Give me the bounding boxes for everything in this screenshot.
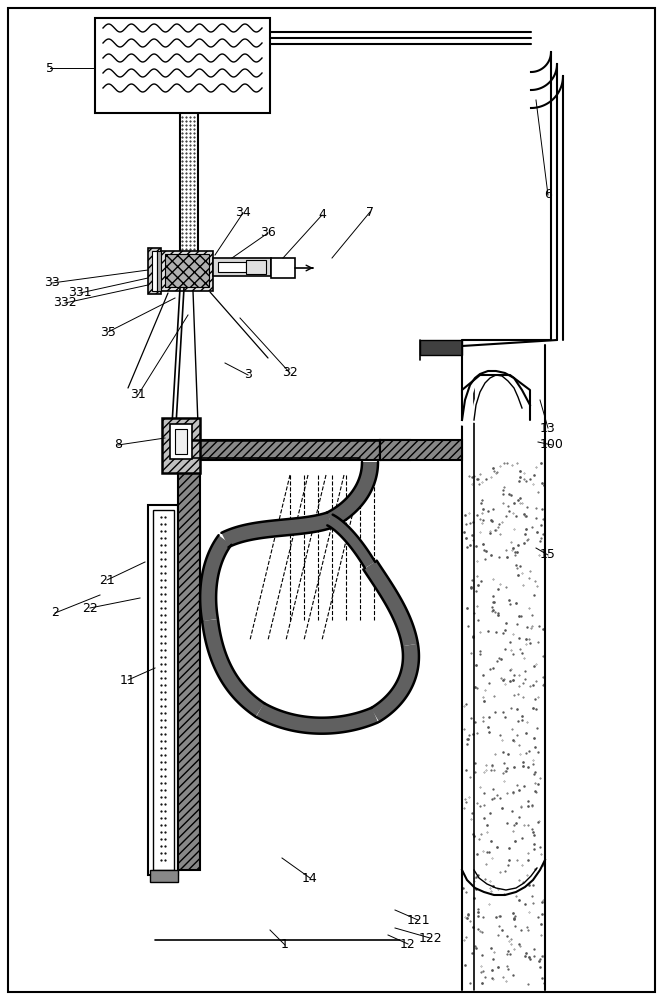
Polygon shape (221, 512, 333, 547)
Text: 22: 22 (82, 601, 98, 614)
Text: 21: 21 (99, 574, 115, 586)
Bar (165, 254, 209, 287)
Polygon shape (200, 535, 231, 621)
Text: 4: 4 (318, 209, 326, 222)
Bar (271, 258, 295, 278)
Bar (161, 251, 213, 291)
Polygon shape (178, 440, 200, 870)
Text: 6: 6 (544, 188, 552, 202)
Bar (150, 870, 178, 882)
Polygon shape (326, 462, 378, 527)
Bar (170, 424, 192, 459)
Bar (148, 248, 161, 294)
Text: 12: 12 (400, 938, 416, 950)
Text: 100: 100 (540, 438, 564, 452)
Text: 332: 332 (53, 296, 77, 310)
Text: 7: 7 (366, 206, 374, 219)
Text: 34: 34 (235, 207, 251, 220)
Bar (153, 510, 174, 870)
Text: 5: 5 (46, 62, 54, 75)
Polygon shape (380, 440, 462, 460)
Text: 14: 14 (302, 871, 318, 884)
Polygon shape (371, 644, 419, 722)
Text: 8: 8 (114, 438, 122, 452)
Polygon shape (328, 515, 375, 568)
Bar (148, 505, 178, 875)
Bar (175, 429, 187, 454)
Bar (213, 258, 271, 276)
Text: 2: 2 (51, 606, 59, 619)
Polygon shape (200, 440, 380, 460)
Text: 3: 3 (244, 368, 252, 381)
Text: 32: 32 (282, 366, 298, 379)
Text: 11: 11 (120, 674, 136, 686)
Text: 331: 331 (68, 286, 91, 300)
Polygon shape (380, 440, 410, 460)
Text: 33: 33 (44, 276, 60, 290)
Bar (95, 18, 270, 113)
Text: 122: 122 (418, 932, 442, 944)
Bar (420, 340, 462, 355)
Text: 36: 36 (260, 227, 276, 239)
Bar (152, 251, 157, 291)
Bar (162, 418, 200, 473)
Polygon shape (202, 619, 265, 717)
Bar (157, 251, 161, 291)
Text: 13: 13 (540, 422, 556, 434)
Polygon shape (256, 703, 378, 734)
Text: 35: 35 (100, 326, 116, 338)
Text: 15: 15 (540, 548, 556, 562)
Polygon shape (363, 561, 418, 646)
Text: 31: 31 (130, 388, 146, 401)
Bar (246, 260, 266, 274)
Text: 121: 121 (406, 914, 430, 926)
Bar (218, 262, 246, 272)
Text: 1: 1 (281, 938, 289, 952)
